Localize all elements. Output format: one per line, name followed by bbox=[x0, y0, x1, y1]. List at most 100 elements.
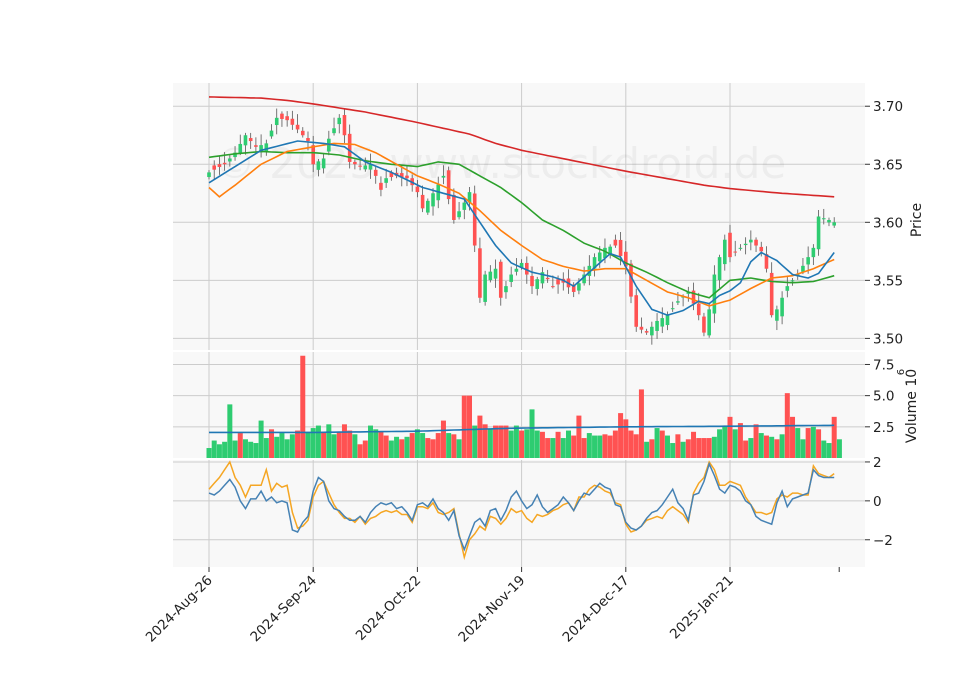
volume-bar-up bbox=[310, 428, 316, 458]
candle-down bbox=[691, 290, 696, 304]
volume-bar-up bbox=[315, 425, 321, 458]
volume-bar-down bbox=[571, 435, 577, 458]
volume-bar-up bbox=[487, 429, 493, 458]
candle-up bbox=[519, 262, 524, 268]
candle-up bbox=[660, 318, 665, 327]
candle-down bbox=[358, 165, 362, 167]
candle-up bbox=[488, 271, 493, 281]
candle-up bbox=[509, 274, 513, 282]
volume-bar-up bbox=[550, 438, 556, 458]
candle-up bbox=[811, 247, 816, 258]
volume-bar-down bbox=[451, 434, 457, 458]
candle-down bbox=[530, 275, 534, 287]
volume-bar-up bbox=[732, 429, 738, 458]
volume-bar-up bbox=[248, 441, 254, 458]
volume-bar-down bbox=[440, 420, 446, 458]
volume-bar-up bbox=[258, 420, 264, 458]
candle-up bbox=[665, 315, 670, 326]
candle-up bbox=[676, 301, 680, 303]
candle-up bbox=[707, 309, 711, 336]
candle-down bbox=[452, 194, 456, 220]
volume-bar-up bbox=[513, 425, 519, 458]
candle-up bbox=[801, 265, 805, 272]
candle-down bbox=[217, 164, 222, 167]
candle-up bbox=[514, 268, 519, 272]
volume-bar-up bbox=[680, 441, 686, 458]
candle-up bbox=[233, 152, 237, 158]
volume-bar-down bbox=[555, 431, 561, 458]
candle-down bbox=[618, 239, 623, 256]
candle-up bbox=[368, 164, 373, 170]
candle-up bbox=[821, 218, 826, 220]
volume-bar-down bbox=[498, 425, 504, 458]
volume-bar-down bbox=[461, 395, 467, 458]
volume-bar-up bbox=[597, 435, 603, 458]
candle-up bbox=[670, 308, 675, 310]
volume-bar-up bbox=[472, 425, 478, 458]
volume-bar-up bbox=[331, 434, 337, 458]
candle-up bbox=[426, 200, 430, 213]
candle-up bbox=[327, 138, 331, 152]
candle-down bbox=[347, 133, 352, 162]
volume-bar-up bbox=[227, 404, 233, 458]
candle-down bbox=[342, 115, 347, 136]
candle-up bbox=[603, 247, 607, 259]
volume-bar-up bbox=[508, 430, 514, 458]
candle-up bbox=[321, 158, 326, 169]
volume-bar-up bbox=[404, 436, 410, 458]
candle-up bbox=[780, 297, 784, 317]
volume-bar-down bbox=[602, 434, 608, 458]
volume-bar-down bbox=[831, 416, 837, 458]
volume-bar-down bbox=[659, 430, 665, 458]
volume-bar-down bbox=[805, 428, 811, 458]
volume-bar-up bbox=[232, 440, 238, 458]
volume-y-tick-label: 2.5 bbox=[873, 420, 894, 436]
candle-down bbox=[624, 251, 628, 267]
osc-y-tick-label: −2 bbox=[873, 533, 893, 549]
volume-axis-label: Volume 10 bbox=[904, 369, 920, 443]
candle-up bbox=[483, 274, 487, 302]
watermark-text: © 2025 www.stockdroid.de bbox=[214, 139, 786, 188]
candle-up bbox=[431, 193, 435, 207]
candle-down bbox=[379, 182, 383, 190]
volume-bar-down bbox=[269, 429, 275, 458]
x-tick-label: 2025-Jan-21 bbox=[667, 573, 737, 643]
volume-bar-up bbox=[800, 439, 806, 458]
candle-up bbox=[717, 257, 722, 281]
candle-down bbox=[389, 172, 394, 178]
candle-up bbox=[655, 320, 659, 331]
volume-bar-up bbox=[388, 440, 394, 458]
volume-bar-up bbox=[748, 438, 754, 458]
osc-y-tick-label: 0 bbox=[873, 494, 882, 510]
candle-down bbox=[728, 232, 732, 258]
volume-bar-down bbox=[628, 430, 634, 458]
price-y-tick-label: 3.70 bbox=[873, 99, 903, 115]
volume-bar-down bbox=[545, 438, 551, 458]
candle-up bbox=[535, 279, 540, 289]
volume-bar-down bbox=[237, 433, 243, 458]
ma-mid-line bbox=[208, 142, 835, 307]
volume-bar-up bbox=[289, 434, 295, 458]
volume-bar-down bbox=[623, 419, 629, 458]
candle-down bbox=[306, 138, 310, 142]
volume-bar-down bbox=[482, 424, 488, 458]
candle-down bbox=[311, 145, 315, 165]
candle-up bbox=[207, 172, 211, 178]
volume-bar-down bbox=[633, 434, 639, 458]
candle-up bbox=[269, 130, 274, 137]
candle-down bbox=[769, 272, 774, 316]
volume-bar-down bbox=[336, 431, 342, 458]
volume-bar-down bbox=[685, 439, 691, 458]
candle-up bbox=[363, 165, 368, 170]
volume-bar-up bbox=[263, 438, 269, 458]
price-panel-bg bbox=[173, 83, 865, 350]
candle-up bbox=[228, 158, 232, 162]
volume-bar-up bbox=[524, 429, 530, 458]
candle-down bbox=[415, 186, 420, 193]
x-tick-label: 2024-Nov-19 bbox=[455, 573, 528, 646]
candle-up bbox=[608, 246, 612, 255]
candle-up bbox=[650, 326, 654, 336]
volume-bar-up bbox=[722, 425, 728, 458]
candle-up bbox=[441, 175, 446, 178]
volume-bar-up bbox=[242, 439, 248, 458]
